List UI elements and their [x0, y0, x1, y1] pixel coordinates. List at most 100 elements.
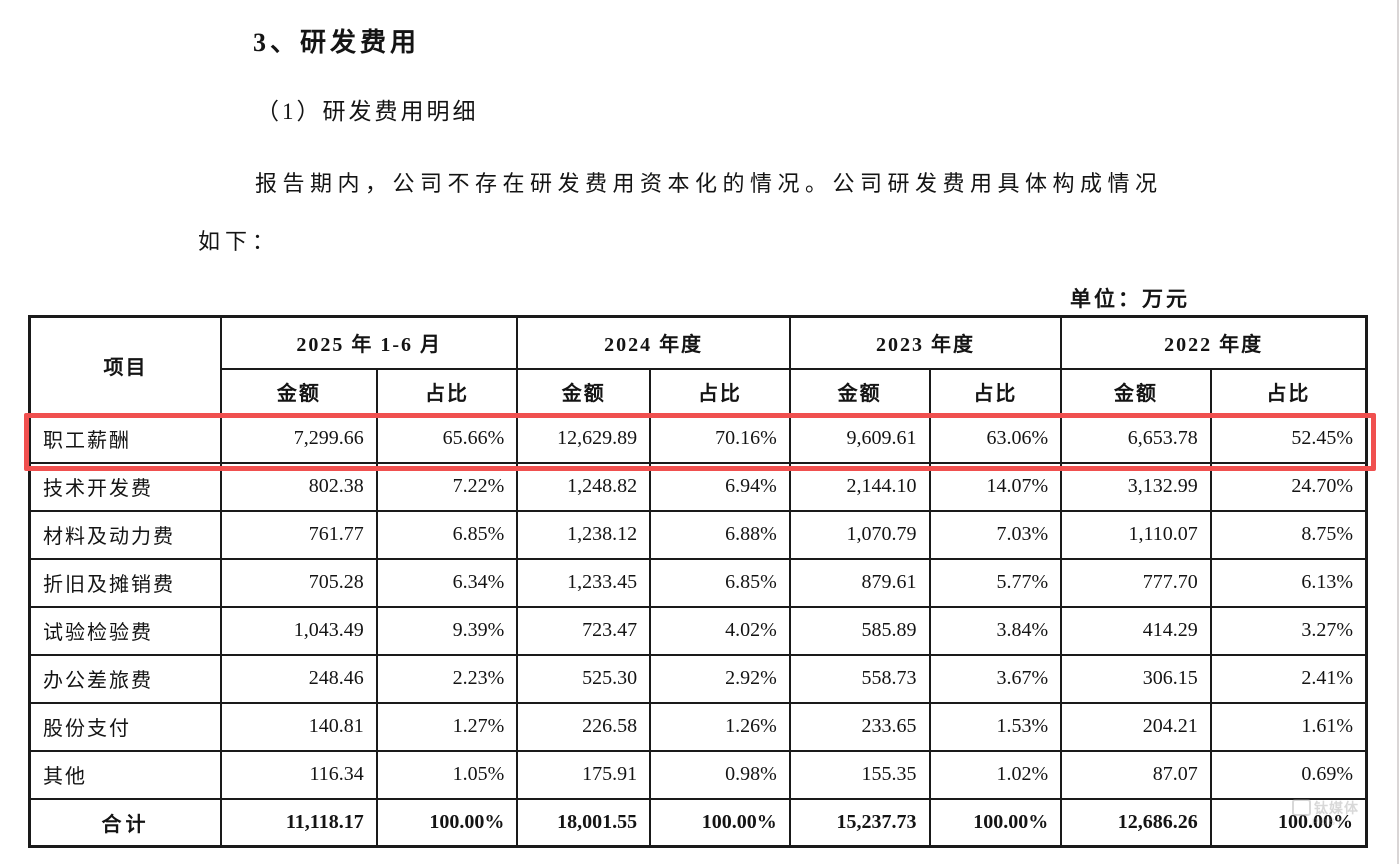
cell-value: 723.47	[516, 605, 652, 656]
cell-value: 1.05%	[375, 749, 519, 800]
subheader-amount: 金额	[516, 367, 652, 416]
cell-value: 2,144.10	[788, 461, 931, 512]
cell-value: 1.61%	[1209, 701, 1368, 752]
subheader-ratio: 占比	[1209, 367, 1368, 416]
cell-value: 14.07%	[928, 461, 1063, 512]
cell-value: 100.00%	[928, 797, 1063, 848]
cell-value: 7,299.66	[220, 413, 378, 464]
cell-value: 5.77%	[928, 557, 1063, 608]
table-row-depreciation-amortization: 折旧及摊销费 705.28 6.34% 1,233.45 6.85% 879.6…	[28, 557, 1368, 608]
cell-value: 558.73	[788, 653, 931, 704]
subheader-amount: 金额	[220, 367, 378, 416]
cell-value: 3.84%	[928, 605, 1063, 656]
cell-value: 6.94%	[649, 461, 791, 512]
header-row-subcols: 金额 占比 金额 占比 金额 占比 金额 占比	[30, 367, 1368, 416]
section-title: 3、研发费用	[253, 28, 421, 57]
row-item-label: 办公差旅费	[28, 653, 223, 704]
subheader-ratio: 占比	[375, 367, 519, 416]
cell-value: 0.98%	[649, 749, 791, 800]
col-header-2024: 2024 年度	[516, 315, 791, 370]
subheader-ratio: 占比	[649, 367, 791, 416]
cell-value: 52.45%	[1209, 413, 1368, 464]
table-row-testing-inspection: 试验检验费 1,043.49 9.39% 723.47 4.02% 585.89…	[28, 605, 1368, 656]
table-row-staff-compensation: 职工薪酬 7,299.66 65.66% 12,629.89 70.16% 9,…	[28, 413, 1368, 464]
cell-value: 6,653.78	[1060, 413, 1212, 464]
cell-value: 175.91	[516, 749, 652, 800]
cell-value: 1,248.82	[516, 461, 652, 512]
cell-value: 777.70	[1060, 557, 1212, 608]
cell-value: 12,686.26	[1060, 797, 1212, 848]
col-header-2025h1: 2025 年 1-6 月	[220, 315, 519, 370]
row-item-label: 其他	[28, 749, 223, 800]
cell-value: 11,118.17	[220, 797, 378, 848]
row-item-label: 合计	[28, 797, 223, 848]
cell-value: 226.58	[516, 701, 652, 752]
subheader-amount: 金额	[788, 367, 931, 416]
cell-value: 63.06%	[928, 413, 1063, 464]
cell-value: 6.88%	[649, 509, 791, 560]
row-item-label: 材料及动力费	[28, 509, 223, 560]
row-item-label: 试验检验费	[28, 605, 223, 656]
cell-value: 1,070.79	[788, 509, 931, 560]
row-item-label: 股份支付	[28, 701, 223, 752]
cell-value: 761.77	[220, 509, 378, 560]
cell-value: 24.70%	[1209, 461, 1368, 512]
cell-value: 7.03%	[928, 509, 1063, 560]
cell-value: 306.15	[1060, 653, 1212, 704]
cell-value: 100.00%	[375, 797, 519, 848]
watermark-text: 钛媒体	[1314, 799, 1359, 816]
col-header-2022: 2022 年度	[1060, 315, 1368, 370]
cell-value: 1.02%	[928, 749, 1063, 800]
row-item-label: 折旧及摊销费	[28, 557, 223, 608]
cell-value: 1,043.49	[220, 605, 378, 656]
cell-value: 3,132.99	[1060, 461, 1212, 512]
cell-value: 585.89	[788, 605, 931, 656]
table-row-share-payment: 股份支付 140.81 1.27% 226.58 1.26% 233.65 1.…	[28, 701, 1368, 752]
watermark-logo-icon	[1292, 799, 1311, 816]
cell-value: 248.46	[220, 653, 378, 704]
cell-value: 3.27%	[1209, 605, 1368, 656]
watermark-subtext: POST	[1312, 817, 1345, 827]
subheader-amount: 金额	[1060, 367, 1212, 416]
cell-value: 3.67%	[928, 653, 1063, 704]
cell-value: 12,629.89	[516, 413, 652, 464]
cell-value: 6.34%	[375, 557, 519, 608]
table-row-total: 合计 11,118.17 100.00% 18,001.55 100.00% 1…	[28, 797, 1368, 848]
rd-expense-table: 项目 2025 年 1-6 月 2024 年度 2023 年度 2022 年度 …	[28, 315, 1368, 848]
cell-value: 705.28	[220, 557, 378, 608]
cell-value: 4.02%	[649, 605, 791, 656]
col-header-item: 项目	[28, 315, 223, 416]
cell-value: 204.21	[1060, 701, 1212, 752]
cell-value: 116.34	[220, 749, 378, 800]
cell-value: 2.41%	[1209, 653, 1368, 704]
subsection-title: （1）研发费用明细	[256, 99, 479, 124]
header-row-periods: 项目 2025 年 1-6 月 2024 年度 2023 年度 2022 年度	[28, 315, 1368, 416]
cell-value: 100.00%	[1209, 797, 1368, 848]
table-row-tech-development: 技术开发费 802.38 7.22% 1,248.82 6.94% 2,144.…	[28, 461, 1368, 512]
cell-value: 15,237.73	[788, 797, 931, 848]
cell-value: 525.30	[516, 653, 652, 704]
cell-value: 1,238.12	[516, 509, 652, 560]
cell-value: 879.61	[788, 557, 931, 608]
table-row-office-travel: 办公差旅费 248.46 2.23% 525.30 2.92% 558.73 3…	[28, 653, 1368, 704]
row-item-label: 技术开发费	[28, 461, 223, 512]
cell-value: 1.53%	[928, 701, 1063, 752]
cell-value: 6.13%	[1209, 557, 1368, 608]
cell-value: 233.65	[788, 701, 931, 752]
unit-note: 单位：万元	[1070, 287, 1190, 311]
paragraph-line-2: 如下：	[198, 229, 280, 254]
cell-value: 87.07	[1060, 749, 1212, 800]
cell-value: 1,233.45	[516, 557, 652, 608]
cell-value: 155.35	[788, 749, 931, 800]
cell-value: 100.00%	[649, 797, 791, 848]
cell-value: 6.85%	[375, 509, 519, 560]
page-edge-divider	[1397, 0, 1399, 864]
cell-value: 1,110.07	[1060, 509, 1212, 560]
paragraph-line-1: 报告期内，公司不存在研发费用资本化的情况。公司研发费用具体构成情况	[255, 171, 1163, 196]
cell-value: 8.75%	[1209, 509, 1368, 560]
subheader-ratio: 占比	[928, 367, 1063, 416]
cell-value: 6.85%	[649, 557, 791, 608]
col-header-2023: 2023 年度	[788, 315, 1063, 370]
cell-value: 65.66%	[375, 413, 519, 464]
